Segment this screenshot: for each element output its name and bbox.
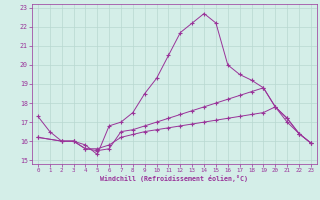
X-axis label: Windchill (Refroidissement éolien,°C): Windchill (Refroidissement éolien,°C) <box>100 175 248 182</box>
